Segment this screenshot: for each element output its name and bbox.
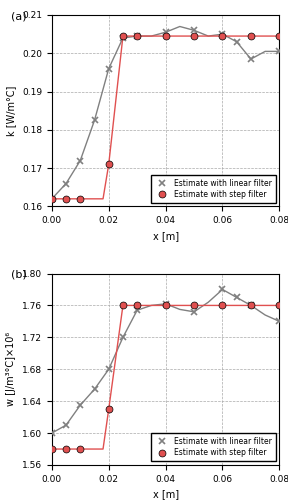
Estimate with step filter (164, 33, 167, 39)
Estimate with linear filter (64, 422, 68, 428)
Estimate with linear filter (107, 366, 111, 372)
Estimate with step filter (107, 406, 111, 412)
Estimate with linear filter (164, 29, 167, 35)
Line: Estimate with linear filter: Estimate with linear filter (48, 27, 283, 203)
Estimate with step filter (50, 196, 54, 202)
Estimate with linear filter (235, 294, 238, 300)
Estimate with linear filter (93, 118, 96, 124)
Estimate with linear filter (235, 39, 238, 45)
Estimate with step filter (79, 446, 82, 452)
Estimate with linear filter (249, 56, 253, 62)
Estimate with linear filter (121, 35, 125, 41)
Estimate with linear filter (79, 158, 82, 164)
Line: Estimate with step filter: Estimate with step filter (48, 32, 283, 202)
Y-axis label: k [W/m°C]: k [W/m°C] (6, 86, 16, 136)
Estimate with linear filter (135, 307, 139, 313)
Estimate with linear filter (278, 48, 281, 54)
Estimate with linear filter (107, 66, 111, 71)
Estimate with step filter (135, 302, 139, 308)
Line: Estimate with step filter: Estimate with step filter (48, 302, 283, 452)
Estimate with linear filter (64, 180, 68, 186)
Estimate with linear filter (221, 31, 224, 37)
X-axis label: x [m]: x [m] (153, 490, 179, 500)
Estimate with step filter (192, 302, 196, 308)
Text: (b): (b) (11, 270, 26, 280)
Legend: Estimate with linear filter, Estimate with step filter: Estimate with linear filter, Estimate wi… (151, 433, 276, 461)
Legend: Estimate with linear filter, Estimate with step filter: Estimate with linear filter, Estimate wi… (151, 174, 276, 203)
Estimate with step filter (121, 302, 125, 308)
Estimate with linear filter (278, 318, 281, 324)
Estimate with linear filter (192, 309, 196, 315)
Estimate with linear filter (192, 28, 196, 34)
Estimate with step filter (249, 302, 253, 308)
Estimate with step filter (50, 446, 54, 452)
Estimate with linear filter (121, 334, 125, 340)
Estimate with step filter (164, 302, 167, 308)
Estimate with step filter (192, 33, 196, 39)
Line: Estimate with linear filter: Estimate with linear filter (48, 286, 283, 436)
Estimate with linear filter (79, 402, 82, 408)
Estimate with step filter (278, 302, 281, 308)
Estimate with linear filter (50, 196, 54, 202)
Estimate with step filter (221, 302, 224, 308)
Estimate with linear filter (135, 33, 139, 39)
Estimate with linear filter (93, 386, 96, 392)
Estimate with step filter (249, 33, 253, 39)
Estimate with step filter (64, 446, 68, 452)
Estimate with step filter (135, 33, 139, 39)
Y-axis label: w [J/m³°C]×10⁶: w [J/m³°C]×10⁶ (6, 332, 16, 406)
Estimate with step filter (121, 33, 125, 39)
Estimate with step filter (221, 33, 224, 39)
Estimate with step filter (107, 162, 111, 168)
Estimate with linear filter (249, 302, 253, 308)
Estimate with step filter (278, 33, 281, 39)
Estimate with step filter (79, 196, 82, 202)
X-axis label: x [m]: x [m] (153, 231, 179, 241)
Estimate with linear filter (221, 286, 224, 292)
Estimate with linear filter (164, 301, 167, 307)
Text: (a): (a) (11, 11, 26, 21)
Estimate with linear filter (50, 430, 54, 436)
Estimate with step filter (64, 196, 68, 202)
